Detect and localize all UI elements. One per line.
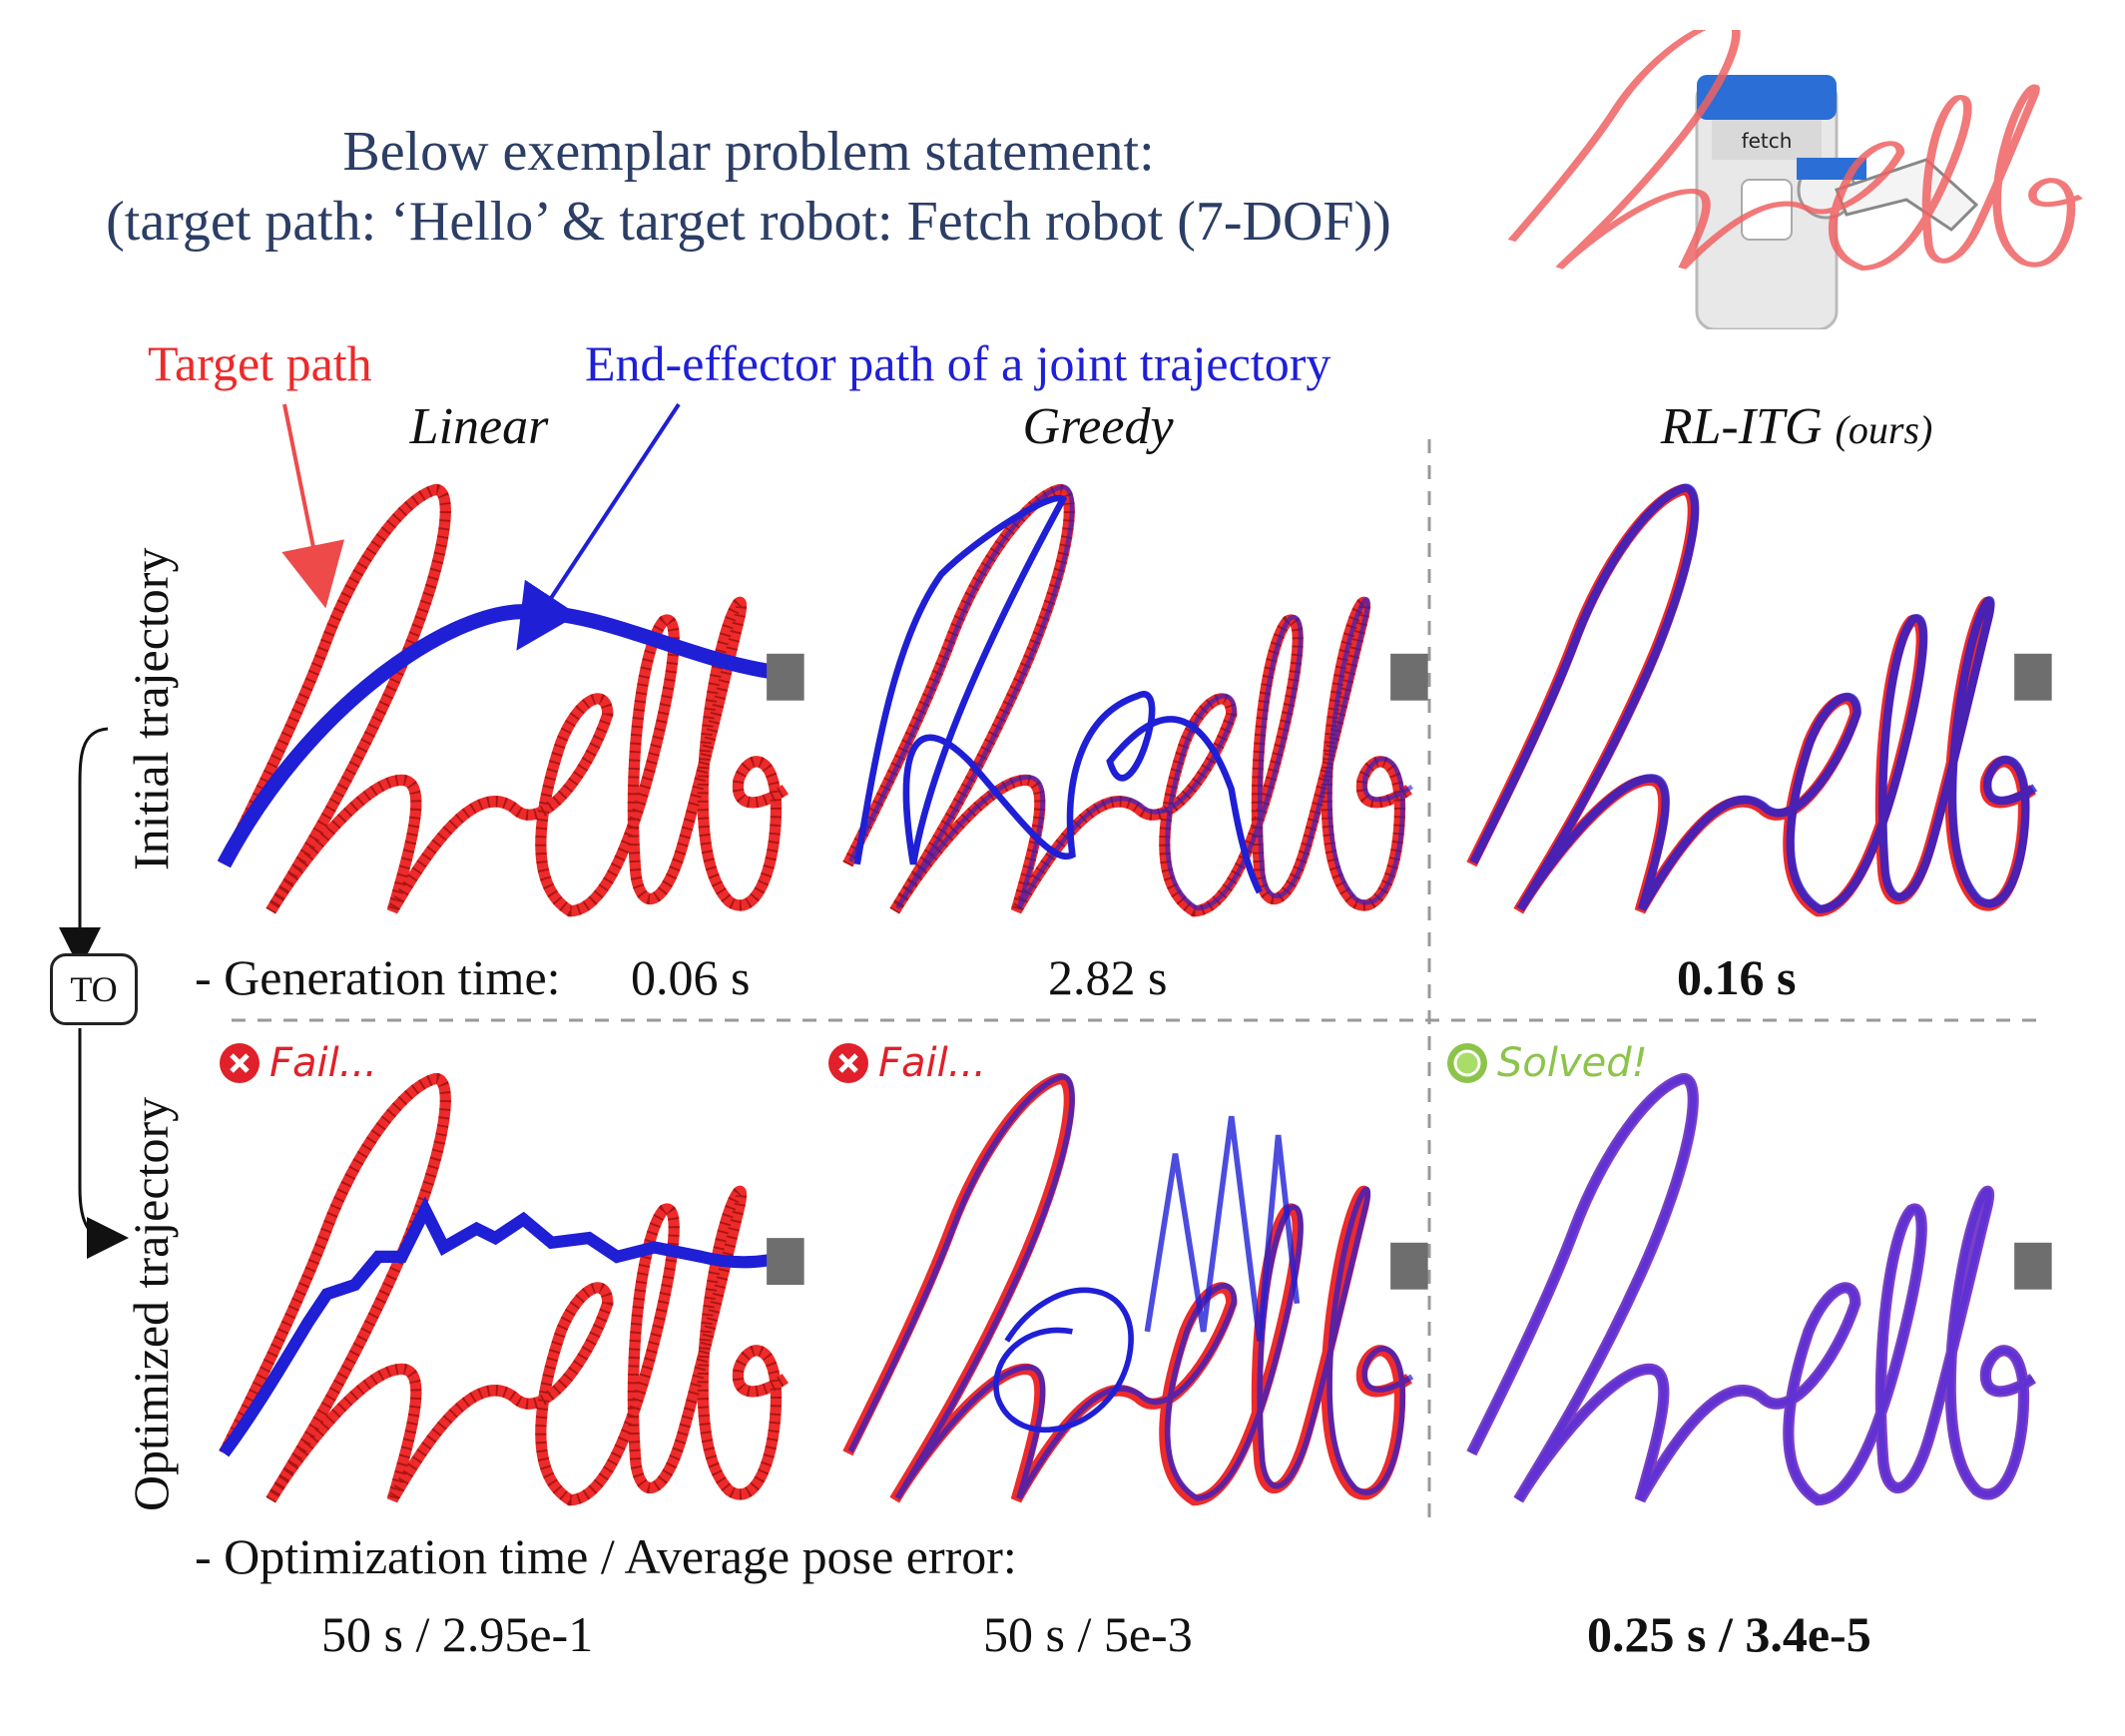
gripper <box>1390 1242 1428 1290</box>
gripper <box>2014 653 2052 701</box>
panel-greedy-initial <box>818 471 1428 920</box>
to-box: TO <box>50 953 138 1025</box>
panel-rl-itg-optimized <box>1442 1060 2052 1509</box>
status-linear: Fail... <box>218 1040 377 1086</box>
legend-end-effector-label: End-effector path of a joint trajectory <box>585 335 1331 391</box>
gripper <box>767 1238 804 1285</box>
legend-target-label: Target path <box>148 335 372 391</box>
status-rl-itg: Solved! <box>1445 1040 1648 1086</box>
target-path <box>224 490 786 911</box>
bracket-arrow-down <box>59 727 109 969</box>
target-path <box>224 1079 786 1500</box>
bracket-arrow-optimized <box>78 1028 129 1259</box>
panel-linear-initial <box>217 471 804 920</box>
panel-rl-itg-initial <box>1442 471 2052 920</box>
fail-icon <box>220 1043 260 1083</box>
gripper <box>767 653 804 701</box>
status-text: Fail... <box>878 1040 986 1086</box>
legend-arrow-end-effector <box>516 402 681 651</box>
optimization-greedy: 50 s / 5e-3 <box>983 1606 1193 1662</box>
end-effector-path <box>219 1196 788 1457</box>
column-label-greedy: Greedy <box>1022 398 1174 455</box>
panel-linear-optimized <box>195 1060 804 1509</box>
end-effector-zigzag <box>1144 1115 1301 1342</box>
column-label-rl-itg-suffix: (ours) <box>1835 407 1933 452</box>
generation-time-greedy: 2.82 s <box>1048 949 1168 1005</box>
column-label-rl-itg-name: RL-ITG <box>1660 398 1823 455</box>
status-greedy: Fail... <box>826 1040 986 1086</box>
robot-label: fetch <box>1742 129 1793 153</box>
optimization-linear: 50 s / 2.95e-1 <box>321 1606 594 1662</box>
panel-greedy-optimized <box>818 1060 1428 1509</box>
header-line-1: Below exemplar problem statement: <box>342 121 1155 183</box>
legend-arrows <box>281 402 681 651</box>
generation-time-rl-itg: 0.16 s <box>1677 949 1797 1005</box>
generation-time-label: - Generation time: <box>195 949 561 1005</box>
robot-thumbnail: fetch <box>1497 30 2096 331</box>
optimization-label: - Optimization time / Average pose error… <box>195 1528 1017 1584</box>
gripper <box>1390 653 1428 701</box>
column-label-rl-itg: RL-ITG (ours) <box>1517 397 2076 456</box>
gripper <box>2014 1242 2052 1290</box>
legend-arrow-target <box>281 403 345 609</box>
end-effector-loop <box>993 1287 1134 1433</box>
status-text: Fail... <box>269 1040 377 1086</box>
end-effector-path <box>217 604 778 868</box>
status-text: Solved! <box>1497 1040 1648 1086</box>
optimization-rl-itg: 0.25 s / 3.4e-5 <box>1587 1606 1871 1662</box>
fail-icon <box>828 1043 868 1083</box>
column-label-linear: Linear <box>409 398 549 455</box>
to-bracket-arrows <box>59 727 129 1259</box>
solved-icon <box>1447 1043 1487 1083</box>
end-effector-path <box>853 494 1263 894</box>
header-line-2: (target path: ‘Hello’ & target robot: Fe… <box>106 191 1391 253</box>
generation-time-linear: 0.06 s <box>631 949 751 1005</box>
